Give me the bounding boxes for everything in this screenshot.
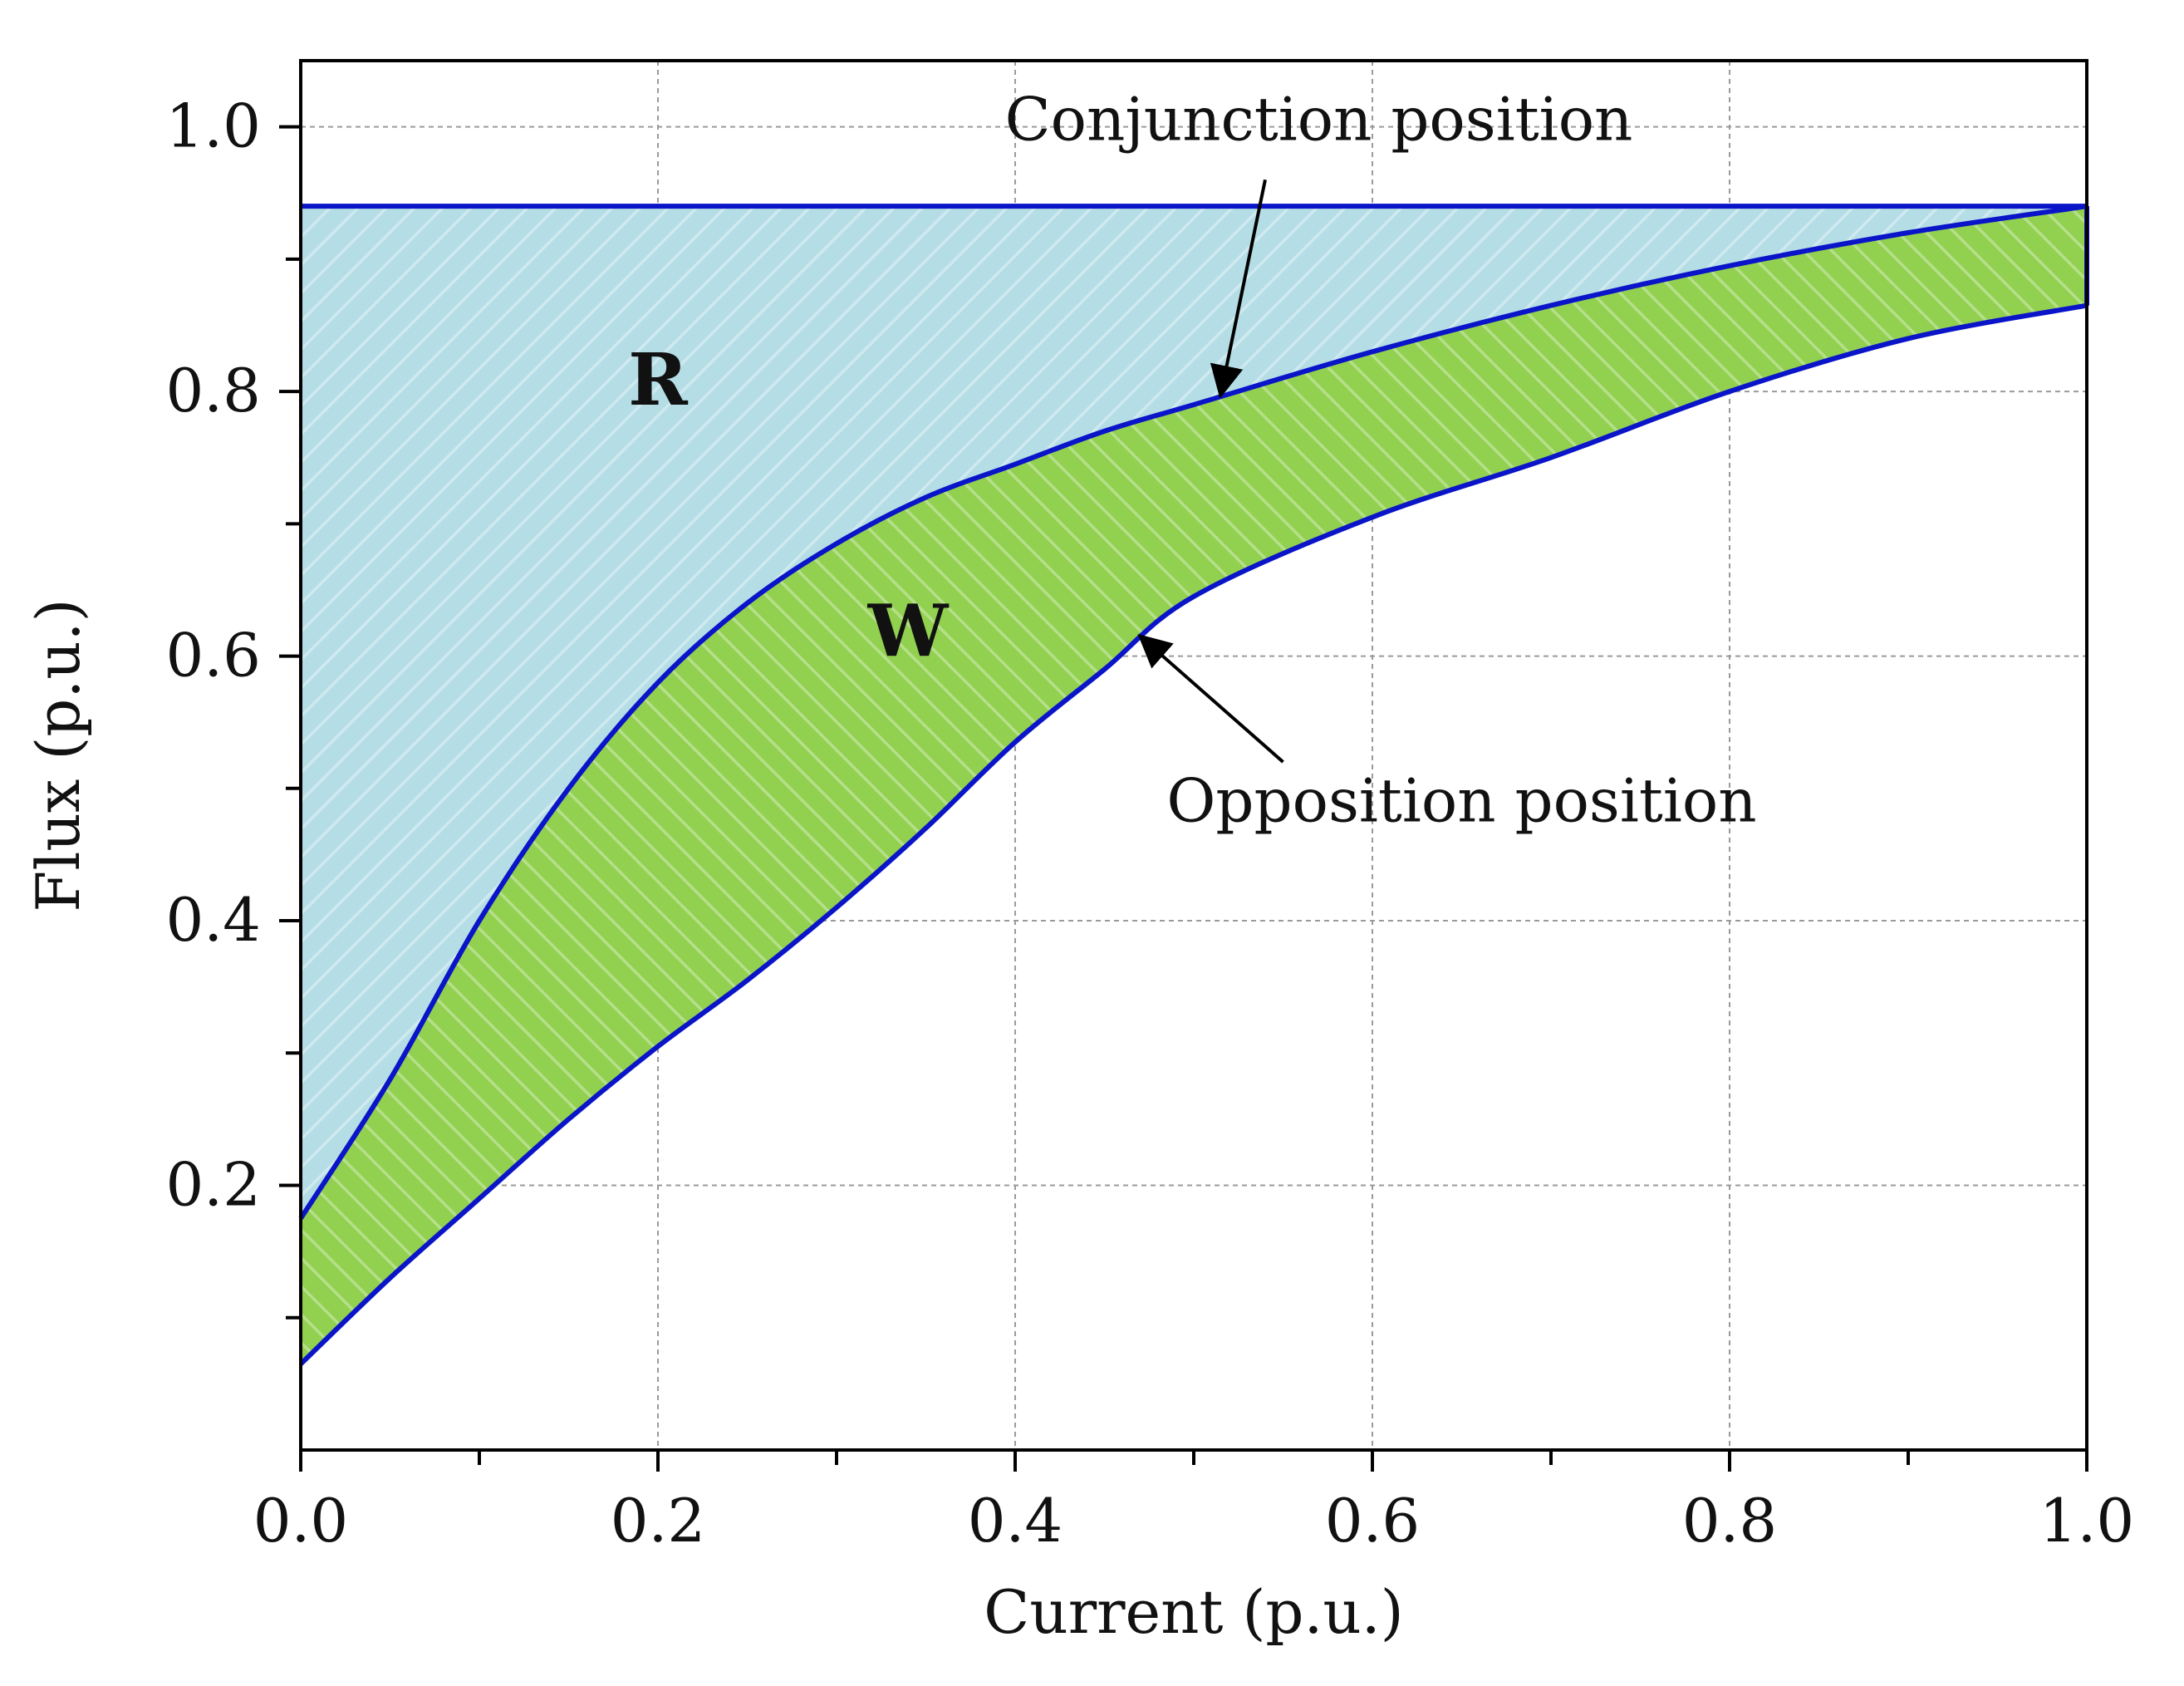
- conjunction-annotation: Conjunction position: [1005, 85, 1633, 155]
- y-tick-label: 1.0: [165, 91, 261, 161]
- series-lines: [298, 204, 2089, 1366]
- areas: [301, 206, 2087, 1364]
- x-tick-label: 0.0: [253, 1486, 349, 1556]
- opposition-annotation: Opposition position: [1166, 766, 1756, 836]
- region-r-fill: [301, 206, 2087, 1219]
- tick-labels: 0.0 0.2 0.4 0.6 0.8 1.0 0.2 0.4 0.6 0.8 1.0: [165, 91, 2134, 1556]
- y-tick-label: 0.8: [165, 356, 261, 425]
- region-w-fill: [301, 206, 2087, 1364]
- y-axis-label: Flux (p.u.): [23, 598, 93, 912]
- opposition-arrow: [1137, 634, 1284, 764]
- opposition-curve: [298, 302, 2088, 1366]
- region-label-r: R: [628, 338, 688, 422]
- x-tick-label: 0.2: [611, 1486, 706, 1556]
- region-labels: RW: [628, 338, 949, 674]
- annotations: Conjunction position Opposition position: [1005, 85, 1757, 836]
- region-label-w: W: [867, 590, 950, 674]
- y-tick-label: 0.2: [165, 1150, 261, 1220]
- conjunction-arrow: [1210, 179, 1267, 399]
- axis-ticks: [279, 125, 2088, 1472]
- y-tick-label: 0.4: [165, 885, 261, 955]
- x-axis-label: Current (p.u.): [984, 1577, 1404, 1647]
- conjunction-curve: [298, 204, 2088, 1220]
- x-tick-label: 1.0: [2039, 1486, 2135, 1556]
- x-tick-label: 0.6: [1325, 1486, 1421, 1556]
- x-tick-label: 0.4: [968, 1486, 1063, 1556]
- y-tick-label: 0.6: [165, 621, 261, 691]
- x-tick-label: 0.8: [1682, 1486, 1778, 1556]
